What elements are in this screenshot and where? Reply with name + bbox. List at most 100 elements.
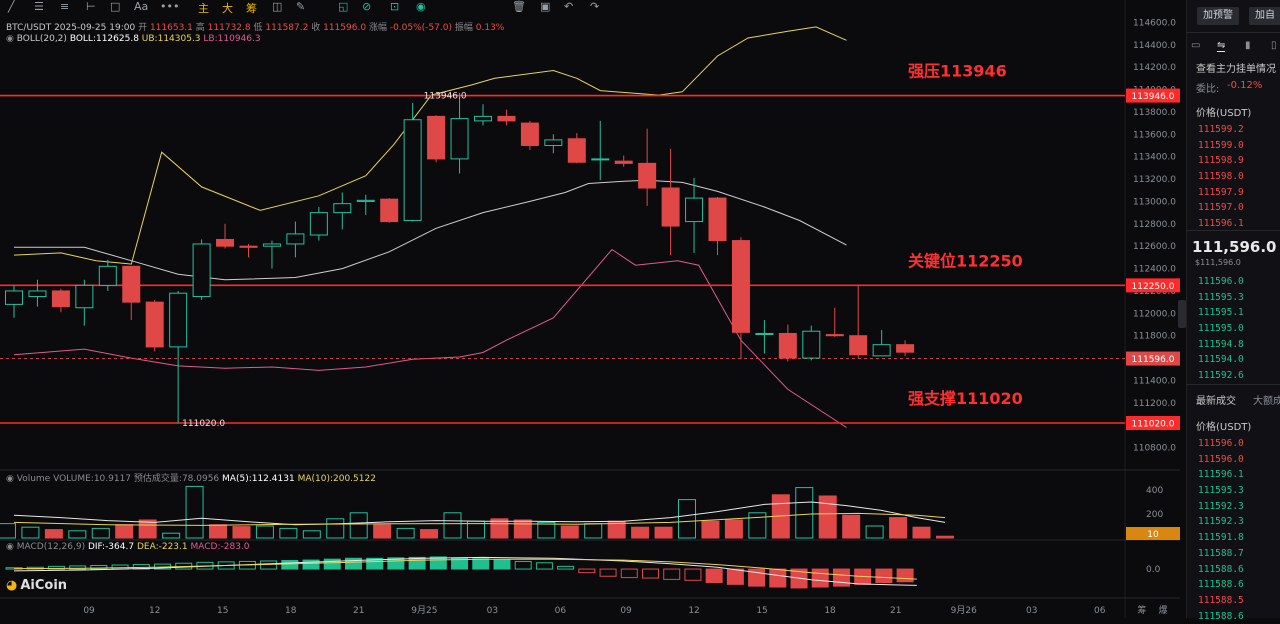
volume-bar bbox=[0, 523, 16, 539]
candle-up bbox=[685, 197, 704, 223]
candle-down bbox=[708, 197, 727, 242]
price-tick-label: 110800.0 bbox=[1133, 444, 1176, 454]
trade-row[interactable]: 111588.7 bbox=[1198, 547, 1244, 559]
volume-bar bbox=[678, 499, 697, 539]
add-watchlist-button[interactable]: 加自 bbox=[1249, 7, 1280, 25]
key-level-value: 113946.0 bbox=[1132, 92, 1175, 102]
ask-row[interactable]: 111597.9 bbox=[1198, 186, 1244, 198]
trade-row[interactable]: 111588.6 bbox=[1198, 563, 1244, 575]
trade-row[interactable]: 111592.3 bbox=[1198, 516, 1244, 528]
trash-icon[interactable]: 🗑 bbox=[512, 0, 526, 13]
redo-icon[interactable]: ↷ bbox=[590, 0, 600, 13]
tab-icon-b[interactable]: ⇋ bbox=[1217, 40, 1226, 52]
ask-row[interactable]: 111599.0 bbox=[1198, 139, 1244, 151]
volume-bar bbox=[701, 520, 720, 539]
rectangle-icon[interactable]: □ bbox=[110, 0, 121, 13]
candle-down bbox=[614, 160, 633, 164]
trade-row[interactable]: 111596.1 bbox=[1198, 469, 1244, 481]
volume-legend: ◉ Volume VOLUME:10.9117 预估成交量:78.0956 MA… bbox=[6, 471, 376, 484]
bid-row[interactable]: 111594.0 bbox=[1198, 354, 1244, 366]
eye-icon[interactable]: ◉ bbox=[6, 542, 14, 552]
tab-icon-a[interactable]: ▭ bbox=[1191, 40, 1201, 51]
key-level-annotation: 强支撑111020 bbox=[908, 389, 1023, 408]
ask-row[interactable]: 111598.0 bbox=[1198, 171, 1244, 183]
ruler-icon[interactable]: ◱ bbox=[338, 0, 349, 13]
time-tick-label: 18 bbox=[285, 606, 297, 616]
bid-row[interactable]: 111592.6 bbox=[1198, 370, 1244, 382]
boll-lower-value: LB:110946.3 bbox=[203, 34, 261, 44]
tab-large-trades[interactable]: 大额成 bbox=[1253, 396, 1280, 407]
chart-area[interactable]: 114600.0114400.0114200.0114000.0113800.0… bbox=[0, 0, 1180, 618]
trade-row[interactable]: 111588.6 bbox=[1198, 579, 1244, 591]
bid-row[interactable]: 111595.0 bbox=[1198, 323, 1244, 335]
ask-row[interactable]: 111598.9 bbox=[1198, 155, 1244, 167]
chip-tool[interactable]: 筹 bbox=[246, 2, 257, 15]
main-chart-tool[interactable]: 主 bbox=[198, 2, 209, 15]
big-order-tool[interactable]: 大 bbox=[222, 2, 233, 15]
ask-row[interactable]: 111596.1 bbox=[1198, 218, 1244, 230]
volume-name[interactable]: Volume bbox=[16, 474, 51, 484]
macd-histogram-bar bbox=[578, 568, 596, 574]
macd-histogram-bar bbox=[535, 562, 553, 570]
bid-row[interactable]: 111596.0 bbox=[1198, 276, 1244, 287]
ask-row[interactable]: 111599.2 bbox=[1198, 124, 1244, 135]
pen-icon[interactable]: ✎ bbox=[296, 0, 306, 13]
candle-up bbox=[75, 284, 94, 309]
tab-icon-c[interactable]: ▮ bbox=[1245, 40, 1251, 51]
candle-up bbox=[169, 292, 188, 348]
candle-down bbox=[825, 334, 844, 337]
magnet-icon[interactable]: ⊘ bbox=[362, 0, 372, 13]
undo-icon[interactable]: ↶ bbox=[564, 0, 574, 13]
time-tick-label: 12 bbox=[688, 606, 699, 616]
volume-ma5-line bbox=[13, 501, 946, 526]
add-alert-button[interactable]: 加预警 bbox=[1197, 7, 1239, 25]
trade-row[interactable]: 111591.8 bbox=[1198, 532, 1244, 544]
ask-row[interactable]: 111597.0 bbox=[1198, 202, 1244, 214]
order-book-title[interactable]: 查看主力挂单情况 bbox=[1196, 64, 1276, 75]
trade-row[interactable]: 111588.5 bbox=[1198, 594, 1244, 606]
parallel-lines-icon[interactable]: ≡ bbox=[60, 0, 70, 13]
trend-line-icon[interactable]: ╱ bbox=[8, 0, 15, 13]
key-level-value: 111020.0 bbox=[1132, 420, 1175, 430]
macd-histogram-bar bbox=[69, 565, 87, 570]
ray-icon[interactable]: ⊢ bbox=[86, 0, 96, 13]
panel-resize-handle[interactable] bbox=[1178, 300, 1186, 328]
low-value: 111587.2 bbox=[265, 23, 309, 33]
eye-icon[interactable]: ◉ bbox=[6, 474, 14, 484]
kline-chart-svg[interactable]: 114600.0114400.0114200.0114000.0113800.0… bbox=[0, 0, 1180, 618]
trade-row[interactable]: 111592.3 bbox=[1198, 500, 1244, 512]
boll-name[interactable]: BOLL(20,2) bbox=[16, 34, 67, 44]
tab-latest-trades[interactable]: 最新成交 bbox=[1196, 396, 1236, 407]
trade-row[interactable]: 111596.0 bbox=[1198, 438, 1244, 449]
macd-histogram-bar bbox=[875, 568, 893, 584]
candle-up bbox=[474, 115, 492, 122]
aicoin-logo-icon: ◕ bbox=[6, 578, 18, 593]
macd-histogram-bar bbox=[387, 557, 405, 570]
close-label: 收 bbox=[311, 23, 321, 33]
candle-up bbox=[286, 233, 305, 245]
volume-bar bbox=[748, 512, 767, 539]
trade-row[interactable]: 111588.6 bbox=[1198, 610, 1244, 622]
trade-row[interactable]: 111596.0 bbox=[1198, 453, 1244, 465]
eye-icon[interactable]: ◉ bbox=[416, 0, 426, 13]
horizontal-lines-icon[interactable]: ☰ bbox=[34, 0, 44, 13]
volume-bar bbox=[21, 526, 40, 539]
indicator-icon[interactable]: ◫ bbox=[272, 0, 283, 13]
candle-down bbox=[638, 162, 657, 189]
trade-row[interactable]: 111595.3 bbox=[1198, 485, 1244, 497]
text-tool[interactable]: Aa bbox=[134, 0, 149, 13]
layer-icon[interactable]: ▣ bbox=[540, 0, 551, 13]
tab-icon-d[interactable]: ▯ bbox=[1271, 40, 1277, 51]
bid-row[interactable]: 111595.3 bbox=[1198, 291, 1244, 303]
eye-icon[interactable]: ◉ bbox=[6, 34, 14, 44]
macd-histogram-bar bbox=[47, 565, 65, 570]
macd-name[interactable]: MACD(12,26,9) bbox=[16, 542, 86, 552]
macd-histogram-bar bbox=[132, 564, 150, 570]
lock-icon[interactable]: ⊡ bbox=[390, 0, 400, 13]
aicoin-logo: ◕ AiCoin bbox=[6, 578, 67, 593]
volume-bar bbox=[232, 526, 251, 539]
bid-row[interactable]: 111594.8 bbox=[1198, 338, 1244, 350]
bid-row[interactable]: 111595.1 bbox=[1198, 307, 1244, 319]
dots-icon[interactable]: ••• bbox=[160, 0, 180, 13]
time-tick-label: 15 bbox=[756, 606, 767, 616]
